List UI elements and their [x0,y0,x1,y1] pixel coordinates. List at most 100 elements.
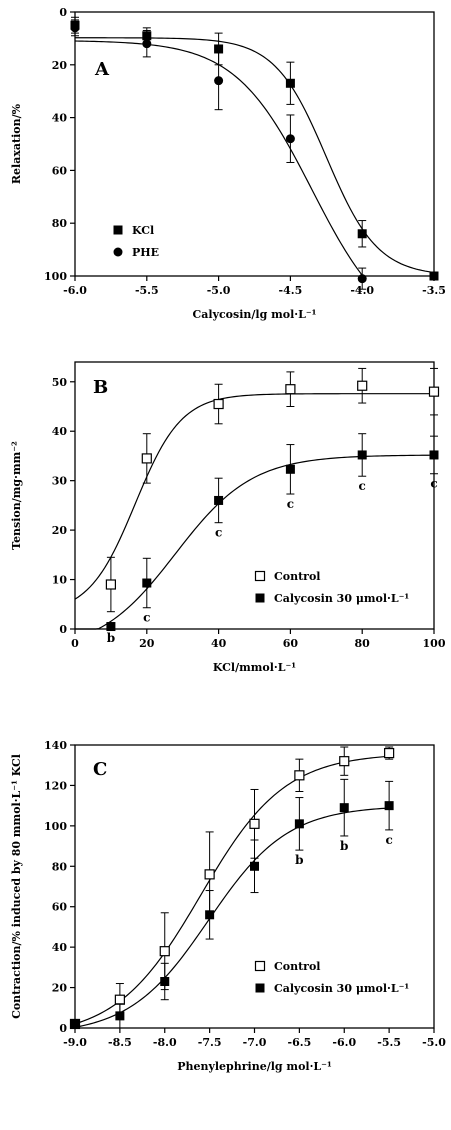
legend-label: KCl [132,224,154,237]
data-point [70,1019,80,1029]
y-tick-label: 40 [52,941,68,954]
legend-label: Control [274,960,320,973]
chart-panel-c: -9.0 -8.5 -8.0 -7.5 -7.0 -6.5 -6.0 -5.5 -5.0 0 20 4… [10,739,446,1073]
y-tick-label: 40 [52,112,68,125]
y-tick-label: 100 [44,270,67,283]
significance-label: b [295,853,303,867]
data-point [105,579,117,590]
y-tick-label: 140 [44,739,67,752]
x-tick-label: -7.5 [198,1036,222,1049]
data-point [357,380,368,391]
chart-panel-b: 0 20 40 60 80 100 0 10 20 30 40 50 KCl/mmol·L⁻¹ Tensi… [10,361,446,674]
data-point [339,756,350,767]
series-1 [70,778,394,1029]
x-tick-label: -5.0 [422,1036,446,1049]
x-tick-label: -8.5 [108,1036,132,1049]
x-tick-label: 20 [139,637,155,650]
y-tick-label: 100 [44,820,67,833]
legend-label: PHE [132,246,159,259]
legend: Control Calycosin 30 μmol·L⁻¹ [254,960,409,995]
chart-panel-a: -6.0 -5.5 -5.0 -4.5 -4.0 -3.5 0 20 40 60 80 100 Caly… [10,6,446,321]
y-axis-title: Tension/mg·mm⁻² [10,441,23,550]
y-tick-label: 30 [52,475,68,488]
x-tick-label: -6.0 [332,1036,356,1049]
fit-curve [75,454,435,630]
y-tick-label: 0 [59,623,67,636]
data-point [429,271,439,281]
data-point [213,398,224,410]
x-tick-label: -5.5 [135,284,159,297]
data-point [285,384,296,395]
data-point [285,78,295,88]
data-point [339,803,349,813]
significance-label: c [359,479,366,493]
x-tick-label: -7.0 [243,1036,267,1049]
legend-marker [113,247,123,257]
data-point [249,818,260,829]
x-tick-label: -6.0 [63,284,87,297]
data-point [142,39,152,49]
x-tick-label: -3.5 [422,284,446,297]
plot-frame [74,11,435,277]
data-point [429,450,439,460]
panel-letter: C [93,759,107,780]
y-tick-label: 80 [52,860,68,873]
x-axis-title: Calycosin/lg mol·L⁻¹ [193,308,317,321]
panel-letter: A [94,59,110,80]
y-tick-label: 20 [52,59,68,72]
series-0 [70,16,439,281]
data-point [357,450,367,460]
data-point [214,44,224,54]
data-point [384,801,394,811]
legend-marker [113,225,123,235]
panel-letter: B [93,377,108,398]
data-point [160,977,170,987]
significance-label: c [143,611,150,625]
data-point [285,464,295,474]
y-axis-title: Contraction/% induced by 80 mmol·L⁻¹ KCl [10,754,23,1019]
significance-label: c [215,526,222,540]
x-tick-label: -6.5 [288,1036,312,1049]
fit-curve [75,37,435,274]
data-point [250,861,259,871]
data-point [159,946,170,957]
data-point [285,134,295,144]
data-point [294,819,304,829]
y-tick-label: 20 [52,982,68,995]
y-tick-label: 80 [52,217,68,230]
data-point [141,453,152,464]
series-1 [70,19,367,290]
legend-marker [255,593,265,603]
series-0 [74,367,440,613]
data-point [70,23,80,33]
significance-label: c [287,497,294,511]
y-tick-label: 20 [52,524,68,537]
legend: KCl PHE [113,224,159,259]
x-axis-title: KCl/mmol·L⁻¹ [213,661,296,674]
fit-curve [74,393,434,600]
data-point [357,274,367,284]
fit-curve [74,755,390,1025]
x-tick-label: -8.0 [153,1036,177,1049]
x-tick-label: -4.5 [279,284,303,297]
legend: Control Calycosin 30 μmol·L⁻¹ [254,570,409,605]
legend-label: Control [274,570,320,583]
data-point [205,910,215,920]
data-point [357,229,367,239]
x-tick-label: 0 [71,637,79,650]
data-point [214,495,224,505]
fit-curve [74,807,390,1028]
x-tick-label: -4.0 [350,284,374,297]
x-tick-label: 60 [283,637,299,650]
data-point [214,76,224,86]
y-tick-label: 50 [52,376,68,389]
x-tick-label: -9.0 [63,1036,87,1049]
y-tick-label: 40 [52,425,68,438]
y-tick-label: 120 [44,779,67,792]
data-point [428,386,440,397]
y-tick-label: 0 [59,6,67,19]
series-1 [75,433,439,632]
legend-label: Calycosin 30 μmol·L⁻¹ [274,592,409,605]
significance-label: b [107,631,115,645]
